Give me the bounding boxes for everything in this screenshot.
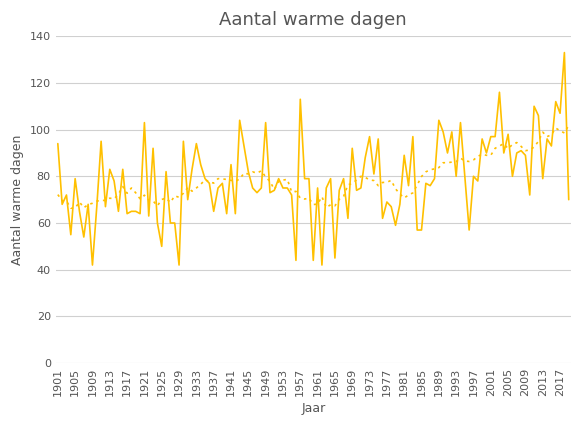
X-axis label: Jaar: Jaar (301, 402, 325, 415)
Y-axis label: Aantal warme dagen: Aantal warme dagen (11, 135, 24, 265)
Title: Aantal warme dagen: Aantal warme dagen (219, 11, 407, 29)
